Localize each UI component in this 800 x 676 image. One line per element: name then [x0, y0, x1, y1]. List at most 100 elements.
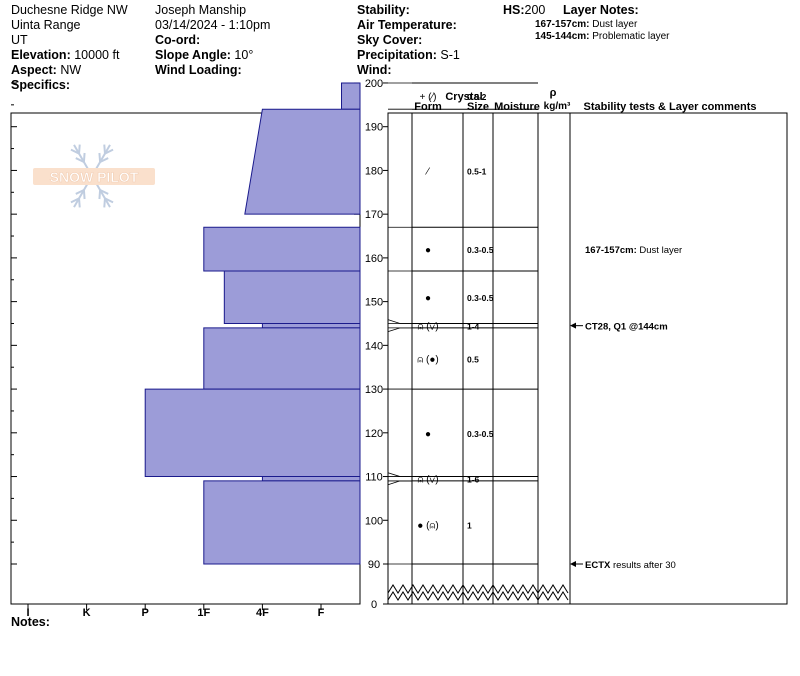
flake-branch: [98, 152, 102, 163]
x-tick-label: K: [83, 607, 91, 619]
height-axis: 0 90 100 110 120 130 140 150 160 170 180 190 200: [365, 78, 388, 611]
comments-header: Stability tests & Layer comments: [583, 101, 756, 113]
coord-row: Co-ord:: [155, 33, 201, 47]
layer-comment: CT28, Q1 @144cm: [585, 322, 668, 333]
flake-branch: [98, 189, 102, 200]
hs-row: HS:200: [503, 3, 546, 17]
grain-form: ⁄: [424, 166, 430, 177]
layer-note: 145-144cm: Problematic layer: [535, 31, 670, 42]
grain-form: ●: [425, 429, 431, 440]
form-header: Form: [414, 101, 442, 113]
flake-branch: [75, 189, 85, 195]
flake-branch: [99, 189, 109, 195]
flake-branch: [78, 144, 81, 154]
snowpilot-logo: SNOW PILOT: [33, 144, 155, 208]
comment-arrowhead: [570, 322, 576, 329]
precip-row: Precipitation: S-1: [357, 48, 460, 62]
y-tick-label: 100: [365, 515, 383, 527]
layer-notes-list: 167-157cm: Dust layer 145-144cm: Problem…: [535, 19, 670, 43]
flake-branch: [103, 144, 106, 154]
x-tick-label: 1F: [197, 607, 210, 619]
hardness-bar: [341, 82, 361, 110]
hardness-bar: [203, 480, 361, 565]
wind-row: Wind:: [357, 63, 392, 77]
break-zigzag: [387, 591, 569, 601]
x-tick-label: I: [26, 607, 29, 619]
y-tick-label: 0: [371, 599, 377, 611]
grain-size: 0.5: [467, 354, 479, 364]
comment-arrowhead: [570, 561, 576, 567]
grain-form: ⍝ (∨): [417, 475, 438, 486]
y-tick-label: 150: [365, 297, 383, 309]
flake-branch: [82, 189, 86, 200]
y-tick-label: 110: [365, 472, 383, 484]
thin-layer-marker: [387, 327, 412, 333]
comments-frame: [569, 112, 788, 605]
grain-size: 0.3-0.5: [467, 293, 494, 303]
flake-branch: [103, 198, 106, 208]
hardness-bar: [144, 388, 361, 478]
y-tick-label: 200: [365, 78, 383, 90]
break-zigzag: [387, 584, 569, 594]
y-tick-label: 160: [365, 253, 383, 265]
hardness-bar: [223, 270, 361, 324]
grain-size: 1-6: [467, 475, 480, 485]
density-symbol: ρ: [550, 87, 557, 99]
grain-form: ●: [425, 245, 431, 256]
hardness-bar: [261, 322, 361, 329]
layer-table-frame: [387, 112, 571, 605]
flake-branch: [70, 197, 80, 204]
stability-row: Stability:: [357, 3, 410, 17]
datetime: 03/14/2024 - 1:10pm: [155, 18, 271, 32]
state: UT: [11, 33, 28, 47]
layer-note: 167-157cm: Dust layer: [535, 19, 638, 30]
y-tick-label: 140: [365, 340, 383, 352]
layer-table: + (⁄) 0.5-2 ⁄ 0.5-1 ● 0.3-0.5 ● 0.3-0.5 ⍝ (∨) 1-4…: [387, 82, 538, 565]
layer-comments: 167-157cm: Dust layer CT28, Q1 @144cm ECTX…: [570, 245, 682, 571]
hardness-bar: [203, 226, 361, 272]
flake-branch: [104, 197, 114, 204]
layer-comment: ECTX results after 30: [585, 560, 676, 571]
grain-form: + (⁄): [420, 92, 437, 103]
observer: Joseph Manship: [155, 3, 247, 17]
location-block: Duchesne Ridge NW Uinta Range UT Elevati…: [11, 3, 128, 93]
moisture-header: Moisture: [494, 101, 540, 113]
y-tick-label: 190: [365, 122, 383, 134]
site-name: Duchesne Ridge NW: [11, 3, 128, 17]
thin-layer-marker: [387, 319, 412, 324]
grain-form: ⍝ (∨): [417, 322, 438, 333]
elevation-row: Elevation: 10000 ft: [11, 48, 120, 62]
specifics-row: Specifics:: [11, 78, 71, 92]
flake-branch: [70, 148, 80, 155]
flake-branch: [78, 198, 81, 208]
hardness-bar: [244, 108, 361, 215]
sky-cover-row: Sky Cover:: [357, 33, 423, 47]
air-temp-row: Air Temperature:: [357, 18, 457, 32]
hardness-bar: [261, 476, 361, 482]
size-header: Size: [467, 101, 489, 113]
grain-size: 0.5-1: [467, 166, 487, 176]
y-tick-label: 170: [365, 209, 383, 221]
watermark-text: SNOW PILOT: [50, 169, 139, 185]
wind-loading-row: Wind Loading:: [155, 63, 242, 77]
grain-form: ⍝ (●): [417, 354, 438, 365]
axis-break-marks: [387, 584, 569, 601]
grain-size: 0.3-0.5: [467, 245, 494, 255]
flake-branch: [75, 157, 85, 163]
layer-comment: 167-157cm: Dust layer: [585, 245, 682, 256]
crystal-header: Crystal: [445, 91, 482, 103]
grain-size: 0.3-0.5: [467, 429, 494, 439]
y-tick-label: 90: [368, 559, 380, 571]
y-tick-label: 130: [365, 384, 383, 396]
slope-row: Slope Angle: 10°: [155, 48, 254, 62]
observer-block: Joseph Manship 03/14/2024 - 1:10pm Co-or…: [155, 3, 270, 78]
hardness-bars: [144, 82, 361, 565]
grain-form: ● (⍝): [417, 521, 438, 532]
layer-notes-title: Layer Notes:: [563, 3, 639, 17]
range-name: Uinta Range: [11, 18, 81, 32]
x-tick-label: P: [142, 607, 149, 619]
y-tick-label: 120: [365, 428, 383, 440]
x-tick-label: F: [318, 607, 325, 619]
notes-label: Notes:: [11, 615, 50, 629]
